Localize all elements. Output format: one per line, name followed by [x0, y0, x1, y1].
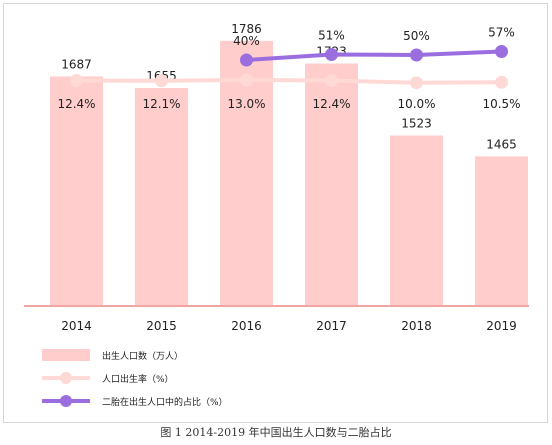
bar-value-label-2016: 1786	[231, 22, 262, 36]
x-tick-label-2015: 2015	[146, 319, 177, 333]
legend-label-rate: 人口出生率（%）	[102, 373, 174, 385]
birth-rate-label-2018: 10.0%	[397, 97, 435, 111]
bar-2015	[135, 88, 188, 305]
birth-rate-label-2015: 12.1%	[142, 97, 180, 111]
x-tick-label-2018: 2018	[401, 319, 432, 333]
x-tick-label-2019: 2019	[486, 319, 517, 333]
birth-rate-label-2017: 12.4%	[312, 97, 350, 111]
bar-value-label-2018: 1523	[401, 117, 432, 131]
x-tick-label-2014: 2014	[61, 319, 92, 333]
second-child-point-2019	[495, 45, 508, 58]
second-child-label-2017: 51%	[318, 29, 345, 43]
birth-rate-label-2019: 10.5%	[482, 97, 520, 111]
second-child-point-2016	[240, 53, 253, 67]
legend-label-births: 出生人口数（万人）	[102, 350, 183, 362]
bar-value-label-2019: 1465	[486, 137, 517, 151]
bar-2019	[475, 156, 528, 305]
birth-rate-point-2015	[155, 74, 168, 88]
figure-caption: 图 1 2014-2019 年中国出生人口数与二胎占比	[160, 426, 392, 439]
legend-label-second: 二胎在出生人口中的占比（%）	[102, 396, 228, 408]
second-child-point-2017	[325, 48, 338, 61]
second-child-label-2018: 50%	[403, 29, 430, 43]
second-child-point-2018	[410, 48, 423, 62]
legend-swatch-births	[42, 349, 90, 361]
birth-rate-point-2018	[410, 76, 423, 90]
birth-rate-point-2017	[325, 74, 338, 88]
second-child-label-2019: 57%	[488, 26, 515, 40]
bar-2017	[305, 63, 358, 305]
birth-rate-line	[74, 77, 504, 85]
birth-rate-point-2014	[70, 74, 83, 88]
bar-2014	[50, 76, 103, 305]
second-child-line	[244, 49, 504, 62]
bar-value-label-2014: 1687	[61, 57, 92, 71]
chart-frame: 1687165517861723152314652014201520162017…	[3, 3, 548, 423]
birth-rate-point-2016	[240, 73, 253, 87]
chart-svg: 1687165517861723152314652014201520162017…	[24, 22, 529, 408]
birth-rate-label-2016: 13.0%	[227, 97, 265, 111]
legend-swatch-second-point	[60, 395, 72, 407]
birth-rate-label-2014: 12.4%	[57, 97, 95, 111]
bar-2018	[390, 135, 443, 305]
x-tick-label-2016: 2016	[231, 319, 262, 333]
birth-rate-point-2019	[495, 75, 508, 89]
x-tick-label-2017: 2017	[316, 319, 347, 333]
legend-swatch-rate-point	[60, 372, 72, 384]
second-child-label-2016: 40%	[233, 34, 260, 48]
